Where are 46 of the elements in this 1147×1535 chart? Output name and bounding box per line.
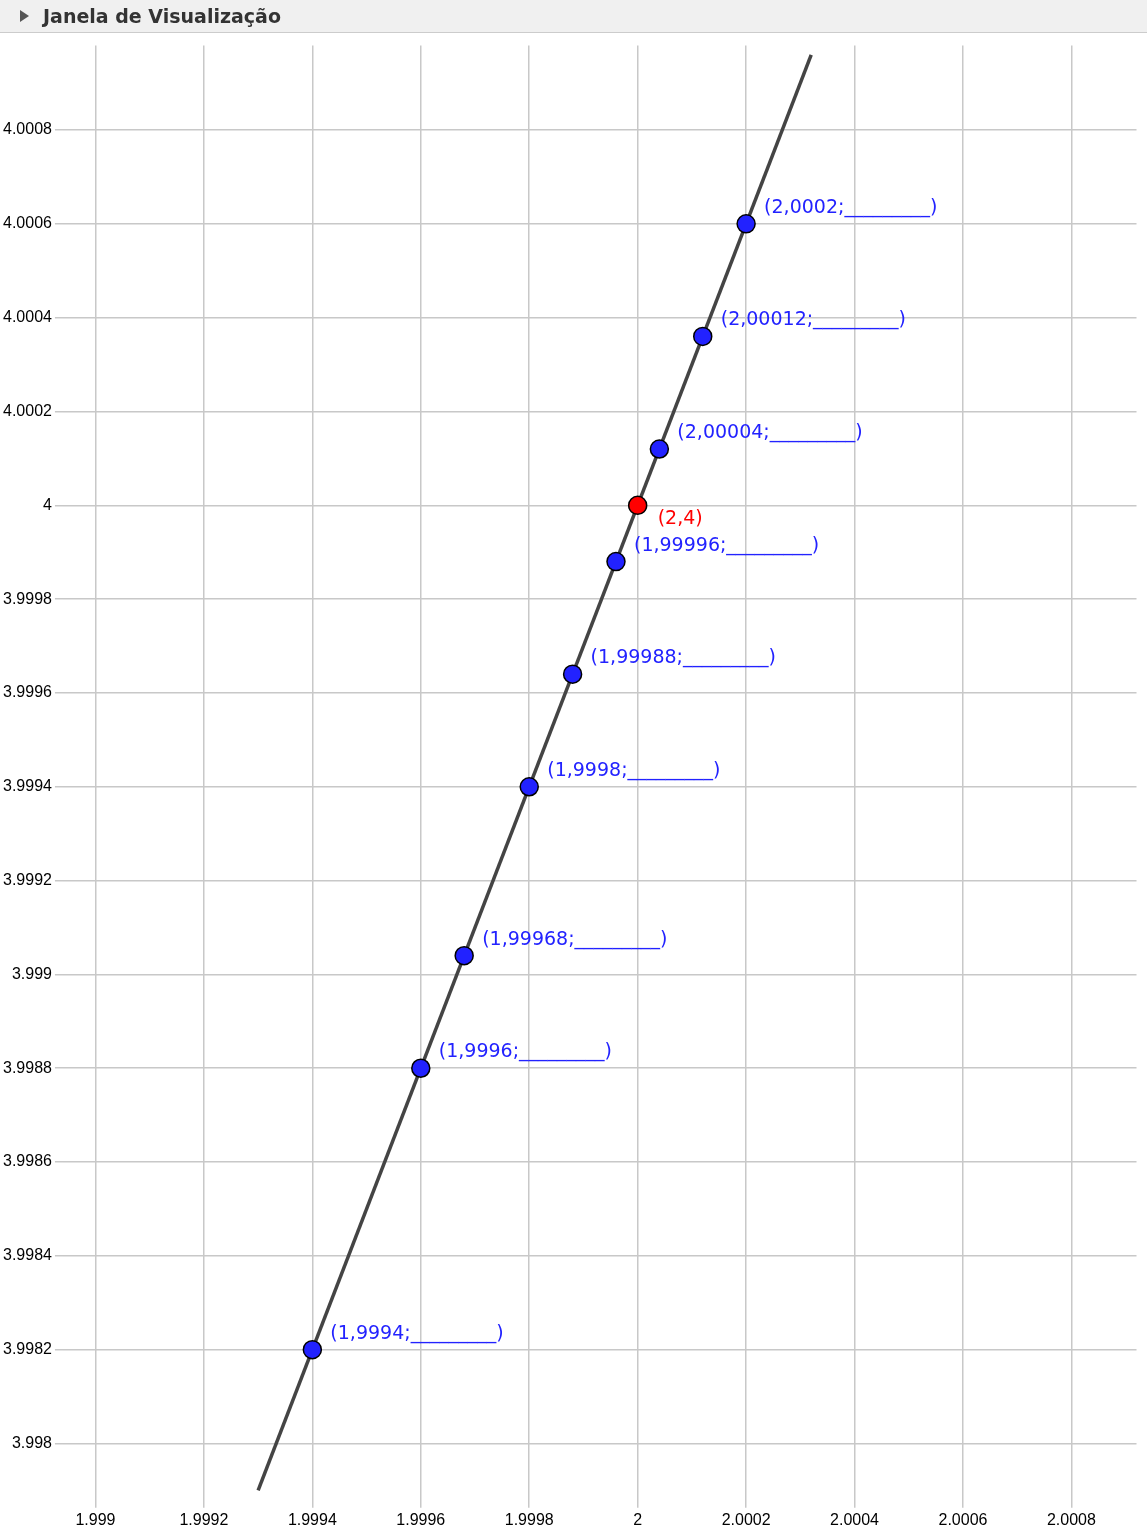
x-tick-label: 2 (633, 1510, 643, 1528)
annotation: (1,9994;_________) (330, 1320, 504, 1344)
x-tick-label: 1.9994 (287, 1510, 337, 1528)
annotation: (2,4) (657, 506, 703, 529)
y-tick-label: 3.9984 (3, 1246, 53, 1264)
y-tick-label: 3.9986 (3, 1152, 53, 1170)
y-tick-label: 3.9996 (3, 683, 53, 701)
point (454, 945, 474, 966)
y-tick-label: 3.9994 (3, 777, 53, 795)
annotation: (1,9996;_________) (438, 1039, 613, 1063)
point (606, 551, 626, 572)
y-tick-label: 3.9998 (3, 589, 53, 607)
point (411, 1058, 431, 1078)
x-tick-label: 1.999 (75, 1510, 116, 1528)
x-tick-label: 1.9992 (179, 1510, 229, 1528)
point (562, 664, 583, 684)
y-tick-label: 4.0002 (3, 401, 53, 419)
y-tick-label: 3.9982 (3, 1340, 53, 1358)
annotation: (1,99996;_________) (633, 532, 820, 556)
y-tick-label: 4.0008 (3, 120, 53, 138)
annotation: (2,0002;_________) (764, 194, 938, 218)
annotation: (1,9998;_________) (547, 757, 721, 781)
y-tick-label: 4 (43, 495, 53, 513)
point (519, 777, 539, 797)
x-tick-label: 2.0006 (938, 1510, 988, 1528)
x-tick-label: 1.9998 (504, 1510, 554, 1528)
point (692, 326, 713, 347)
point (627, 495, 648, 516)
x-tick-label: 1.9996 (396, 1510, 446, 1528)
point (649, 439, 670, 459)
chart-title: Janela de Visualização (43, 5, 281, 27)
y-tick-label: 3.999 (11, 964, 53, 982)
x-tick-label: 2.0002 (721, 1510, 771, 1528)
x-tick-label: 2.0008 (1046, 1510, 1097, 1528)
y-tick-label: 3.9988 (3, 1058, 53, 1076)
annotation: (1,99968;_________) (482, 926, 668, 950)
point (302, 1339, 323, 1360)
y-tick-label: 4.0006 (3, 214, 53, 232)
y-tick-label: 3.9992 (3, 871, 53, 888)
annotation: (2,00004;_________) (677, 419, 863, 443)
y-tick-label: 3.998 (11, 1433, 53, 1451)
y-tick-label: 4.0004 (3, 308, 53, 326)
x-tick-label: 2.0004 (830, 1510, 880, 1528)
annotation: (1,99988;_________) (590, 645, 776, 669)
point (736, 214, 756, 234)
annotation: (2,00012;_________) (720, 307, 907, 331)
